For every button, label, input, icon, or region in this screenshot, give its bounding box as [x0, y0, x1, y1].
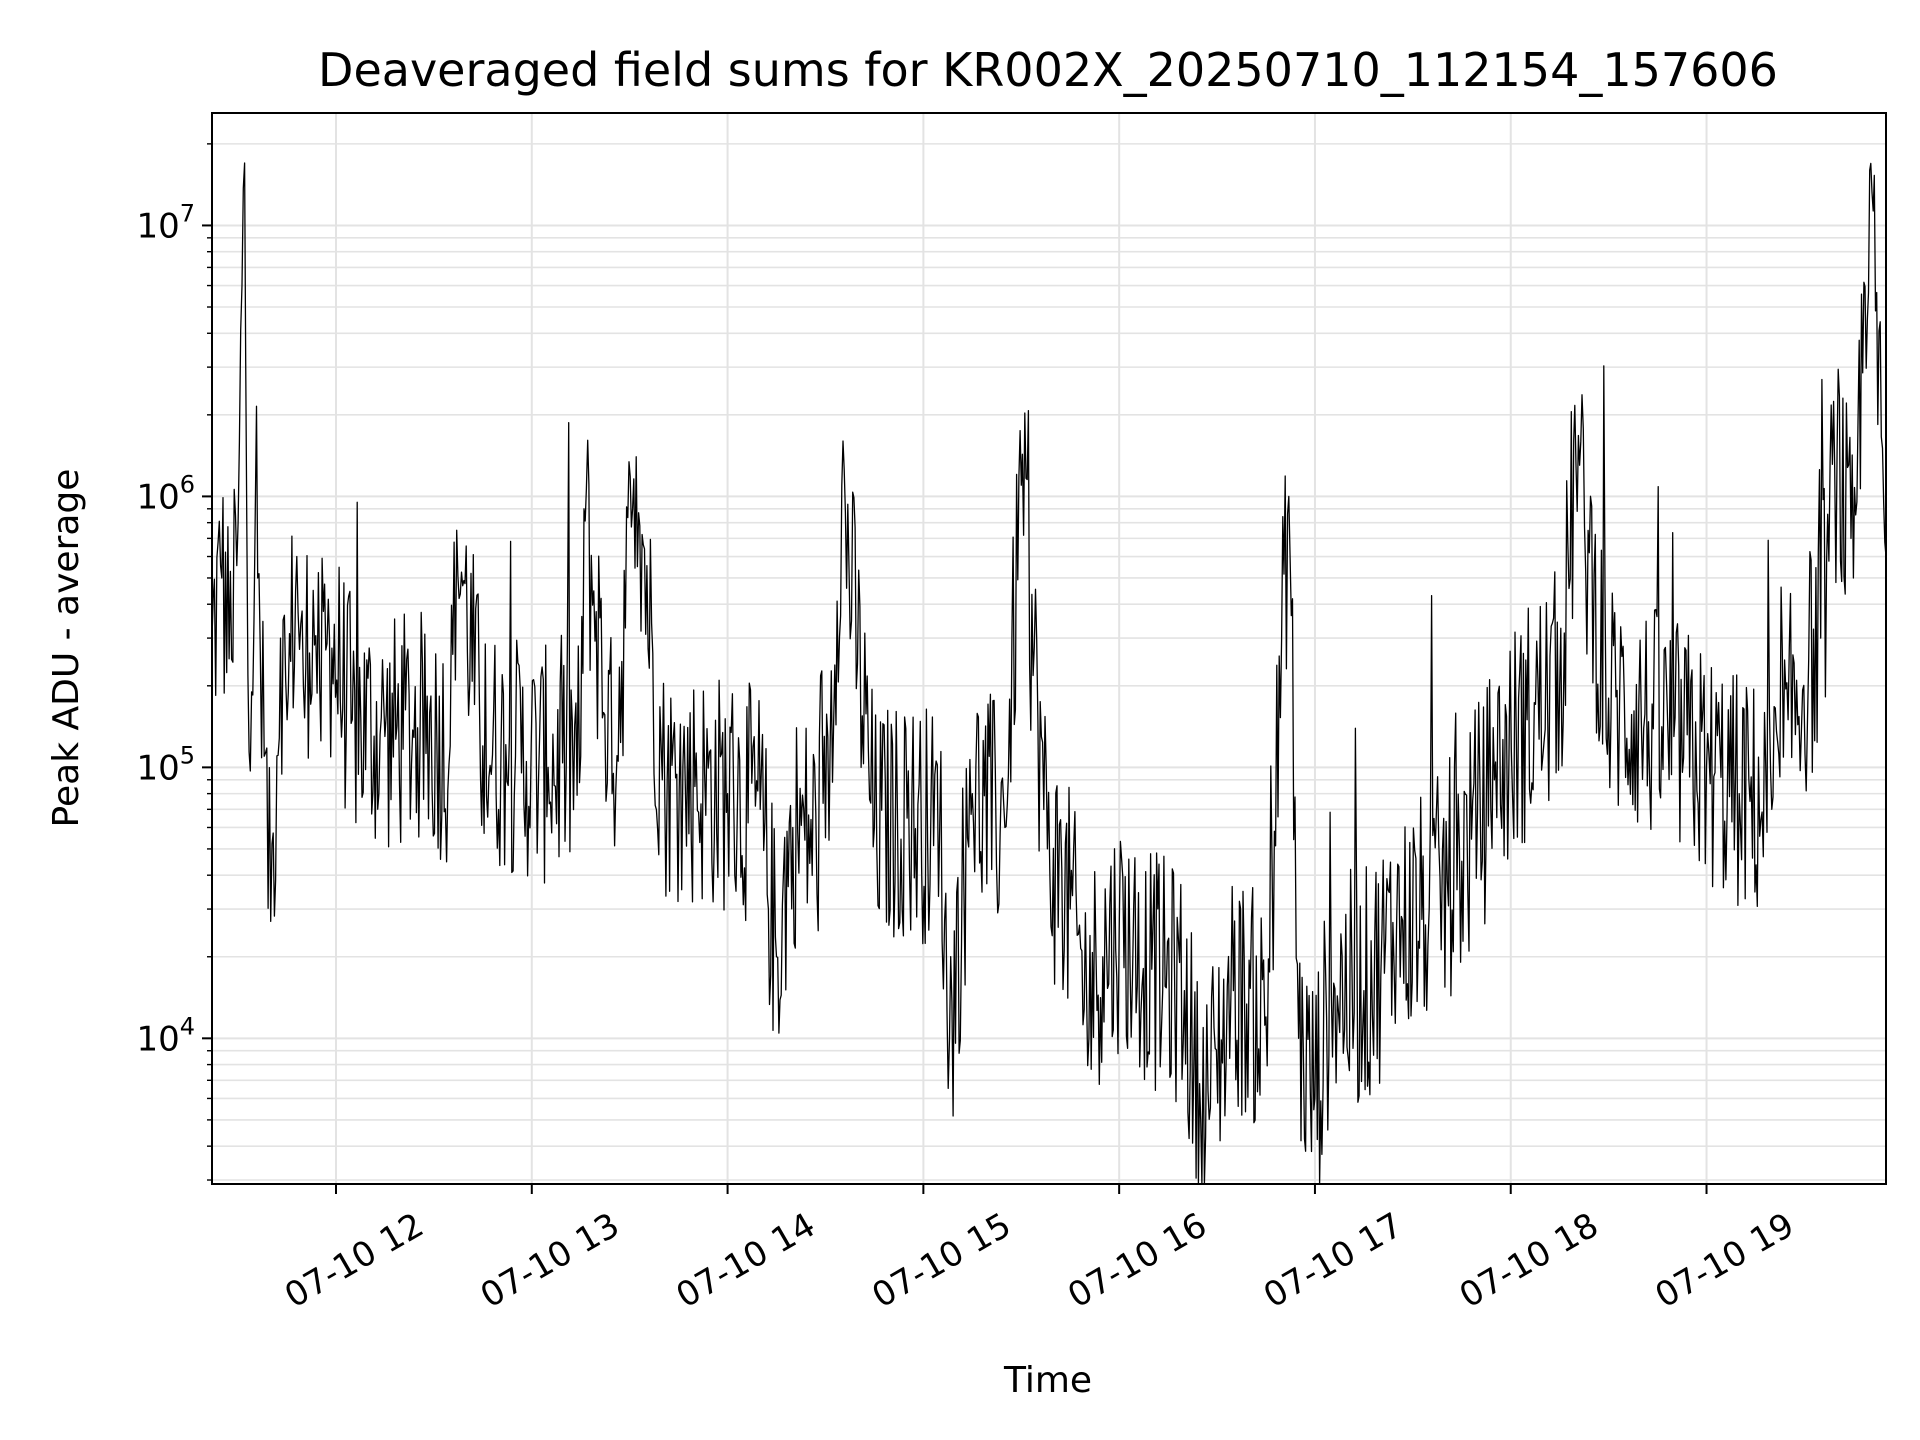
y-tick-label: 105	[136, 741, 195, 788]
series-line	[211, 162, 1887, 1185]
y-axis: 104 105 106 107	[136, 143, 212, 1181]
y-tick-label: 106	[136, 470, 195, 517]
plot-frame	[211, 112, 1887, 1185]
y-axis-title: Peak ADU - average	[46, 469, 87, 828]
series-group	[211, 162, 1887, 1185]
grid-lines	[212, 113, 1886, 1184]
y-tick-label: 104	[136, 1012, 195, 1059]
y-tick-label: 107	[136, 199, 195, 246]
chart-title: Deaveraged field sums for KR002X_2025071…	[318, 43, 1778, 97]
x-axis-title: Time	[1003, 1360, 1092, 1401]
